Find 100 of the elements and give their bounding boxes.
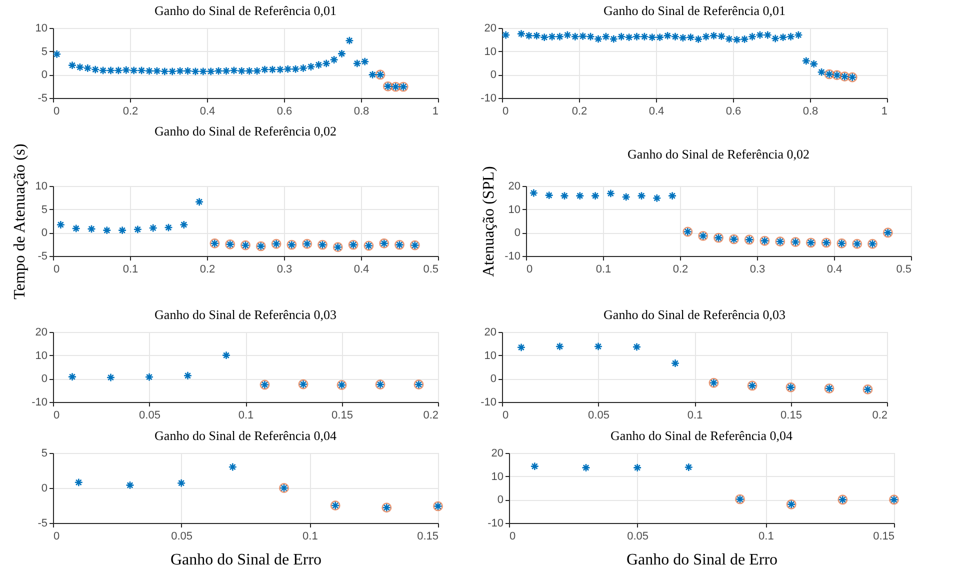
point <box>148 224 158 232</box>
y-tick-label: 0 <box>514 227 520 240</box>
point <box>102 226 112 235</box>
x-tick-label: 0.3 <box>750 264 766 276</box>
x-tick-label: 0.8 <box>802 106 818 118</box>
point <box>809 60 818 68</box>
x-tick-label: 0.2 <box>672 264 688 276</box>
point <box>668 191 677 200</box>
point <box>652 194 662 202</box>
y-tick-label: 10 <box>35 180 48 192</box>
point <box>529 188 538 198</box>
x-tick-label: 0 <box>54 410 60 422</box>
x-tick-label: 0.1 <box>758 530 774 542</box>
x-tick-label: 0.05 <box>627 530 649 542</box>
y-axis-title: Tempo de Atenuação (s) <box>11 144 28 300</box>
x-tick-label: 0.6 <box>726 106 742 118</box>
y-tick-label: 0 <box>41 69 48 82</box>
y-tick-label: 20 <box>484 326 496 338</box>
point <box>516 29 526 38</box>
y-tick-label: 0 <box>490 69 496 82</box>
point <box>724 34 734 44</box>
y-tick-label: 0 <box>41 227 48 240</box>
y-tick-label: 0 <box>41 482 48 494</box>
x-tick-label: 0.6 <box>276 106 292 118</box>
y-tick-label: 10 <box>508 204 520 216</box>
point <box>106 373 116 382</box>
point <box>555 342 564 351</box>
point <box>670 32 680 41</box>
x-tick-label: 0 <box>54 530 60 542</box>
x-tick-label: 0.15 <box>417 530 438 542</box>
y-tick-label: 0 <box>490 373 496 386</box>
x-tick-label: 1 <box>432 106 438 118</box>
x-tick-label: 0.05 <box>171 530 193 542</box>
x-tick-label: 0.4 <box>354 264 370 276</box>
point <box>52 50 62 58</box>
y-tick-label: -10 <box>32 396 48 408</box>
point <box>183 371 192 380</box>
point <box>144 372 154 382</box>
x-tick-label: 0.1 <box>687 410 703 422</box>
point <box>802 56 811 66</box>
x-tick-label: 0.5 <box>896 264 912 276</box>
y-tick-label: -5 <box>38 518 48 530</box>
chart-title: Ganho do Sinal de Referência 0,02 <box>628 146 810 162</box>
point <box>76 62 84 72</box>
x-tick-label: 0.15 <box>332 410 353 422</box>
x-tick-label: 0.05 <box>139 410 160 422</box>
x-tick-label: 0.8 <box>354 106 370 118</box>
point <box>560 191 569 200</box>
point <box>670 358 680 368</box>
chart-title: Ganho do Sinal de Referência 0,04 <box>154 428 337 443</box>
y-tick-label: 10 <box>35 350 48 362</box>
point <box>56 220 66 230</box>
x-tick-label: 0.05 <box>588 410 610 422</box>
point <box>118 226 127 235</box>
x-tick-label: 0.2 <box>423 410 438 422</box>
point <box>586 32 595 41</box>
x-tick-label: 0 <box>526 264 533 276</box>
point <box>637 191 646 200</box>
chart-title: Ganho do Sinal de Referência 0,04 <box>610 428 793 443</box>
point <box>90 65 100 74</box>
y-tick-label: 20 <box>35 326 48 338</box>
point <box>72 224 80 233</box>
x-tick-label: 0.4 <box>648 106 664 118</box>
y-tick-label: -10 <box>480 92 496 104</box>
x-tick-label: 0.15 <box>873 530 894 542</box>
x-tick-label: 0.2 <box>872 410 888 422</box>
x-axis-title: Ganho do Sinal de Erro <box>626 552 778 568</box>
point <box>594 342 603 351</box>
y-tick-label: -10 <box>480 396 496 408</box>
point <box>345 36 354 45</box>
chart-title: Ganho do Sinal de Referência 0,03 <box>604 307 786 322</box>
x-tick-label: 0.1 <box>302 530 318 542</box>
point <box>632 342 642 352</box>
x-tick-label: 0.4 <box>200 106 216 118</box>
point <box>180 220 188 230</box>
y-tick-label: 10 <box>484 46 496 58</box>
y-tick-label: 0 <box>497 494 504 506</box>
point <box>622 192 630 202</box>
chart-title: Ganho do Sinal de Referência 0,03 <box>154 307 336 322</box>
point <box>222 350 231 360</box>
x-tick-label: 0.2 <box>122 106 138 118</box>
x-tick-label: 0.3 <box>276 264 292 276</box>
x-tick-label: 0.1 <box>122 264 138 276</box>
x-tick-label: 0.1 <box>238 410 254 422</box>
x-tick-label: 0.1 <box>596 264 612 276</box>
point <box>337 49 346 58</box>
point <box>717 32 726 41</box>
point <box>68 372 77 382</box>
y-tick-label: 0 <box>41 373 48 386</box>
y-axis-title: Atenuação (SPL) <box>480 166 498 277</box>
point <box>194 198 204 206</box>
point <box>164 223 173 232</box>
y-tick-label: 5 <box>41 448 48 460</box>
y-tick-label: 5 <box>41 204 48 216</box>
point <box>817 68 826 76</box>
y-tick-label: 10 <box>491 470 504 483</box>
point <box>68 60 77 70</box>
x-tick-label: 0.15 <box>780 410 802 422</box>
x-tick-label: 0.2 <box>572 106 588 118</box>
point <box>576 191 584 200</box>
